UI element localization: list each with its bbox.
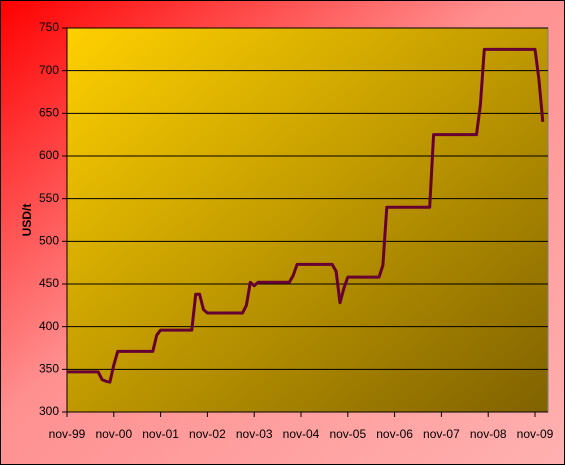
y-axis-label: USD/t bbox=[20, 204, 34, 237]
y-tick-label: 400 bbox=[39, 319, 59, 333]
x-tick-label: nov-03 bbox=[236, 427, 273, 441]
y-tick-label: 450 bbox=[39, 276, 59, 290]
line-series bbox=[67, 47, 545, 384]
x-tick-label: nov-99 bbox=[49, 427, 86, 441]
x-tick-label: nov-00 bbox=[95, 427, 132, 441]
x-tick-label: nov-06 bbox=[376, 427, 413, 441]
y-tick-label: 750 bbox=[39, 20, 59, 34]
x-tick-label: nov-08 bbox=[470, 427, 507, 441]
y-tick-label: 300 bbox=[39, 404, 59, 418]
y-tick-label: 500 bbox=[39, 234, 59, 248]
x-tick-label: nov-04 bbox=[283, 427, 320, 441]
y-tick-label: 550 bbox=[39, 191, 59, 205]
plot-area bbox=[66, 27, 549, 413]
y-tick-label: 600 bbox=[39, 148, 59, 162]
x-tick-label: nov-02 bbox=[189, 427, 226, 441]
x-tick-label: nov-07 bbox=[423, 427, 460, 441]
y-tick-label: 650 bbox=[39, 106, 59, 120]
y-tick-label: 350 bbox=[39, 362, 59, 376]
x-tick-label: nov-05 bbox=[329, 427, 366, 441]
x-tick-label: nov-09 bbox=[517, 427, 554, 441]
y-tick-label: 700 bbox=[39, 63, 59, 77]
x-tick-label: nov-01 bbox=[142, 427, 179, 441]
